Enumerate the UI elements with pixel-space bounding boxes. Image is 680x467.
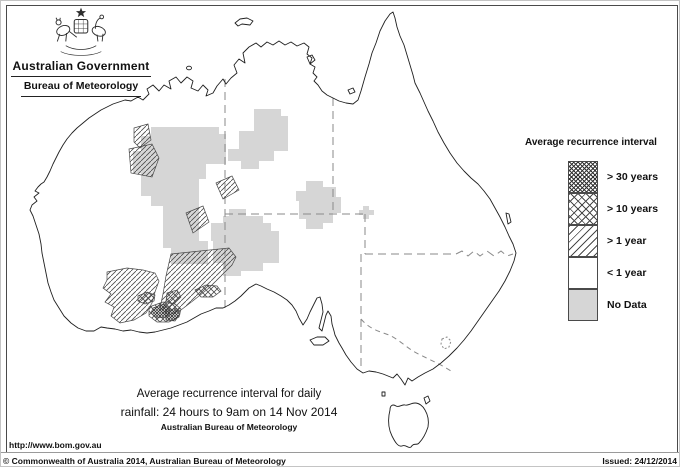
small-island bbox=[186, 65, 192, 71]
legend-item-gt1yr: > 1 year bbox=[515, 224, 679, 257]
legend-swatch-white bbox=[568, 256, 598, 289]
legend-item-nodata: No Data bbox=[515, 288, 679, 321]
legend-label: < 1 year bbox=[607, 267, 647, 279]
agency-header: Australian Government Bureau of Meteorol… bbox=[11, 7, 151, 97]
recurrence-regions bbox=[102, 123, 240, 324]
header-rule bbox=[11, 76, 151, 77]
legend-rows: > 30 years > 10 years > 1 year < 1 year … bbox=[515, 160, 679, 321]
region-gt10yr bbox=[137, 291, 156, 305]
legend-title: Average recurrence interval bbox=[525, 137, 657, 148]
caption-line-2: rainfall: 24 hours to 9am on 14 Nov 2014 bbox=[120, 405, 338, 419]
government-title: Australian Government bbox=[12, 59, 150, 73]
region-gt30yr bbox=[164, 307, 181, 322]
caption-line-3: Australian Bureau of Meteorology bbox=[160, 422, 298, 432]
no-data-region bbox=[228, 109, 288, 169]
region-gt1yr bbox=[133, 123, 152, 149]
region-gt10yr bbox=[165, 289, 182, 305]
legend-label: > 10 years bbox=[607, 203, 659, 215]
coat-of-arms bbox=[55, 7, 106, 56]
shield-icon bbox=[73, 18, 89, 34]
legend-item-gt30yr: > 30 years bbox=[515, 160, 679, 193]
legend-label: No Data bbox=[607, 299, 647, 311]
legend-item-lt1yr: < 1 year bbox=[515, 256, 679, 289]
legend-item-gt10yr: > 10 years bbox=[515, 192, 679, 225]
melville-island bbox=[234, 17, 254, 27]
map-frame bbox=[6, 5, 678, 453]
legend-swatch-diagonal-hatch bbox=[568, 224, 598, 257]
emu-icon bbox=[91, 14, 106, 42]
footer-divider bbox=[1, 452, 679, 453]
legend: Average recurrence interval > 30 years >… bbox=[515, 137, 679, 321]
issued-date: Issued: 24/12/2014 bbox=[602, 456, 677, 466]
kangaroo-island bbox=[309, 336, 330, 346]
fraser-island bbox=[505, 212, 512, 225]
state-border-act bbox=[440, 336, 452, 350]
no-data-region bbox=[296, 181, 341, 229]
coastline bbox=[29, 11, 517, 448]
kangaroo-icon bbox=[55, 17, 78, 42]
region-gt1yr bbox=[185, 205, 210, 234]
scroll bbox=[60, 51, 102, 56]
header-rule-2 bbox=[21, 96, 141, 97]
wreath bbox=[65, 45, 97, 50]
bom-url: http://www.bom.gov.au bbox=[9, 440, 102, 450]
star-icon bbox=[75, 7, 87, 18]
flinders-island bbox=[423, 395, 431, 405]
region-gt1yr bbox=[128, 143, 160, 178]
region-gt1yr bbox=[215, 175, 240, 200]
map-caption: Average recurrence interval for daily ra… bbox=[101, 385, 357, 433]
tasmania-outline bbox=[388, 402, 429, 448]
region-gt1yr bbox=[102, 267, 160, 324]
bureau-title: Bureau of Meteorology bbox=[23, 80, 139, 92]
copyright-text: © Commonwealth of Australia 2014, Austra… bbox=[3, 456, 286, 466]
no-data-region bbox=[359, 206, 374, 219]
king-island bbox=[381, 391, 386, 397]
legend-swatch-gray bbox=[568, 288, 598, 321]
state-border-nsw-vic bbox=[360, 318, 452, 372]
legend-label: > 1 year bbox=[607, 235, 647, 247]
legend-swatch-crosshatch bbox=[568, 192, 598, 225]
state-borders bbox=[224, 79, 514, 372]
shield-quarters bbox=[74, 19, 88, 33]
groote-eylandt bbox=[306, 54, 316, 65]
legend-label: > 30 years bbox=[607, 171, 659, 183]
mornington-island bbox=[347, 87, 356, 95]
caption-line-1: Average recurrence interval for daily bbox=[136, 388, 322, 400]
region-gt10yr bbox=[194, 284, 222, 298]
legend-swatch-dense-crosshatch bbox=[568, 160, 598, 193]
mainland-outline bbox=[29, 11, 517, 386]
state-border-qld-nsw bbox=[365, 250, 514, 257]
